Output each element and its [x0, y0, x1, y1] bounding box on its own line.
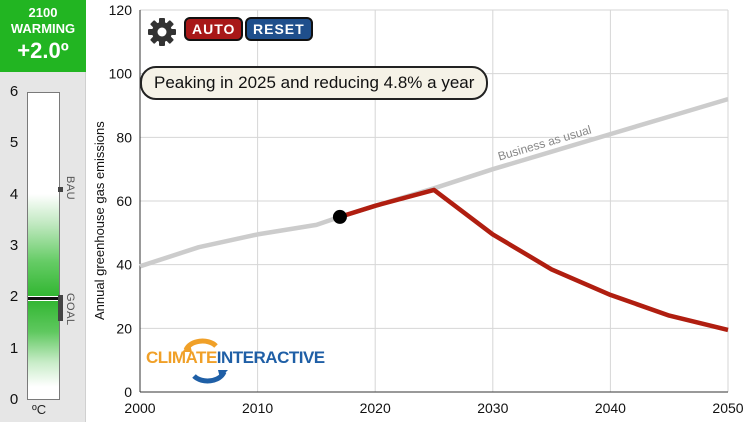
x-tick-label: 2040	[595, 400, 626, 416]
thermometer-bar	[27, 92, 60, 400]
x-tick-label: 2050	[712, 400, 743, 416]
warming-value: +2.0º	[17, 38, 69, 63]
settings-button[interactable]	[145, 15, 179, 49]
thermometer-tick-label: 5	[9, 134, 19, 152]
y-tick-label: 120	[109, 2, 133, 18]
thermometer-tick-label: 4	[9, 185, 19, 203]
scenario-description: Peaking in 2025 and reducing 4.8% a year	[140, 66, 489, 100]
reset-button[interactable]: RESET	[245, 17, 313, 41]
gear-icon	[148, 18, 176, 46]
y-tick-label: 0	[124, 384, 132, 400]
x-tick-label: 2020	[360, 400, 391, 416]
y-tick-label: 100	[109, 66, 133, 82]
warming-year: 2100	[28, 5, 58, 20]
warming-badge: 2100 WARMING +2.0º	[0, 0, 86, 72]
goal-marker-icon	[58, 295, 63, 322]
y-tick-label: 40	[116, 257, 132, 273]
logo-text-interactive: INTERACTIVE	[216, 348, 325, 367]
current-year-point[interactable]	[332, 209, 347, 224]
x-tick-label: 2000	[124, 400, 155, 416]
auto-button[interactable]: AUTO	[184, 17, 244, 41]
thermometer-tick-label: 0	[9, 391, 19, 408]
thermometer-tick-label: 1	[9, 339, 19, 357]
logo-text-climate: CLIMATE	[146, 348, 217, 367]
scenario-series-line	[339, 187, 729, 333]
warming-label: WARMING	[10, 21, 76, 36]
y-axis-label: Annual greenhouse gas emissions	[92, 121, 107, 320]
x-tick-label: 2030	[477, 400, 508, 416]
x-tick-label: 2010	[242, 400, 273, 416]
thermometer-tick-label: 2	[9, 288, 19, 306]
y-tick-label: 60	[116, 193, 132, 209]
logo-arrows-icon	[182, 338, 228, 384]
climate-interactive-logo: CLIMATEINTERACTIVE	[146, 336, 325, 388]
thermometer-current-line	[28, 296, 59, 302]
bau-marker-icon	[58, 186, 63, 192]
thermometer-tick-label: 6	[9, 83, 19, 100]
thermometer-tick-label: 3	[9, 237, 19, 254]
bau-series-line	[139, 96, 729, 269]
y-tick-label: 20	[116, 320, 132, 336]
y-tick-label: 80	[116, 129, 132, 145]
unit-label: ºC	[32, 402, 47, 417]
